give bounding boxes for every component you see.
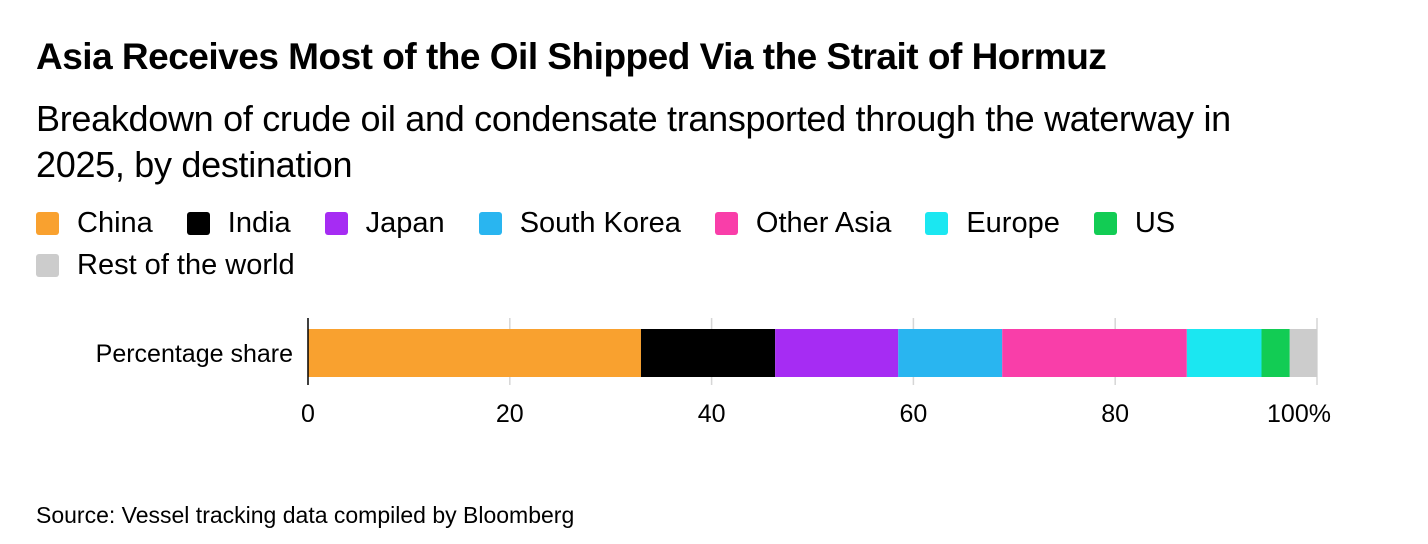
chart-subtitle: Breakdown of crude oil and condensate tr… <box>36 98 1231 185</box>
legend-item-rest-of-the-world: Rest of the world <box>36 248 295 282</box>
legend-label: South Korea <box>519 206 681 239</box>
legend-item-other-asia: Other Asia <box>714 206 892 240</box>
bar-segment-rest-of-the-world <box>1289 329 1317 377</box>
bar-segment-south-korea <box>898 329 1003 377</box>
x-tick-label-0: 0 <box>301 400 315 428</box>
bar-segment-japan <box>775 329 899 377</box>
x-tick-label-40: 40 <box>698 400 726 428</box>
legend-item-japan: Japan <box>324 206 445 240</box>
legend: China India Japan South Korea Other Asia Euro… <box>36 206 1286 282</box>
x-tick-label-100: 100% <box>1267 400 1331 428</box>
legend-label: US <box>1134 206 1176 239</box>
legend-label: China <box>77 206 153 239</box>
bar-segment-india <box>640 329 776 377</box>
legend-swatch <box>478 211 502 235</box>
category-label: Percentage share <box>96 340 293 368</box>
bar-segment-us <box>1261 329 1290 377</box>
legend-swatch <box>324 211 348 235</box>
legend-label: Other Asia <box>755 206 892 239</box>
legend-item-us: US <box>1093 206 1176 240</box>
legend-item-south-korea: South Korea <box>478 206 681 240</box>
x-tick-label-20: 20 <box>496 400 524 428</box>
legend-label: India <box>227 206 291 239</box>
legend-swatch <box>36 253 59 277</box>
bar-segment-china <box>308 329 641 377</box>
legend-swatch <box>36 211 59 235</box>
legend-item-india: India <box>186 206 291 240</box>
legend-swatch <box>1093 211 1117 235</box>
legend-label: Japan <box>365 206 445 239</box>
x-tick-label-60: 60 <box>899 400 927 428</box>
legend-item-europe: Europe <box>925 206 1060 240</box>
x-tick-label-80: 80 <box>1101 400 1129 428</box>
legend-swatch <box>714 211 738 235</box>
source-note: Source: Vessel tracking data compiled by… <box>36 502 575 528</box>
legend-item-china: China <box>36 206 153 240</box>
chart-title: Asia Receives Most of the Oil Shipped Vi… <box>36 36 1107 77</box>
legend-label: Europe <box>966 206 1060 239</box>
bar-segment-other-asia <box>1002 329 1187 377</box>
legend-swatch <box>186 211 210 235</box>
bar-segment-europe <box>1186 329 1262 377</box>
legend-label: Rest of the world <box>77 248 295 281</box>
legend-swatch <box>925 211 949 235</box>
